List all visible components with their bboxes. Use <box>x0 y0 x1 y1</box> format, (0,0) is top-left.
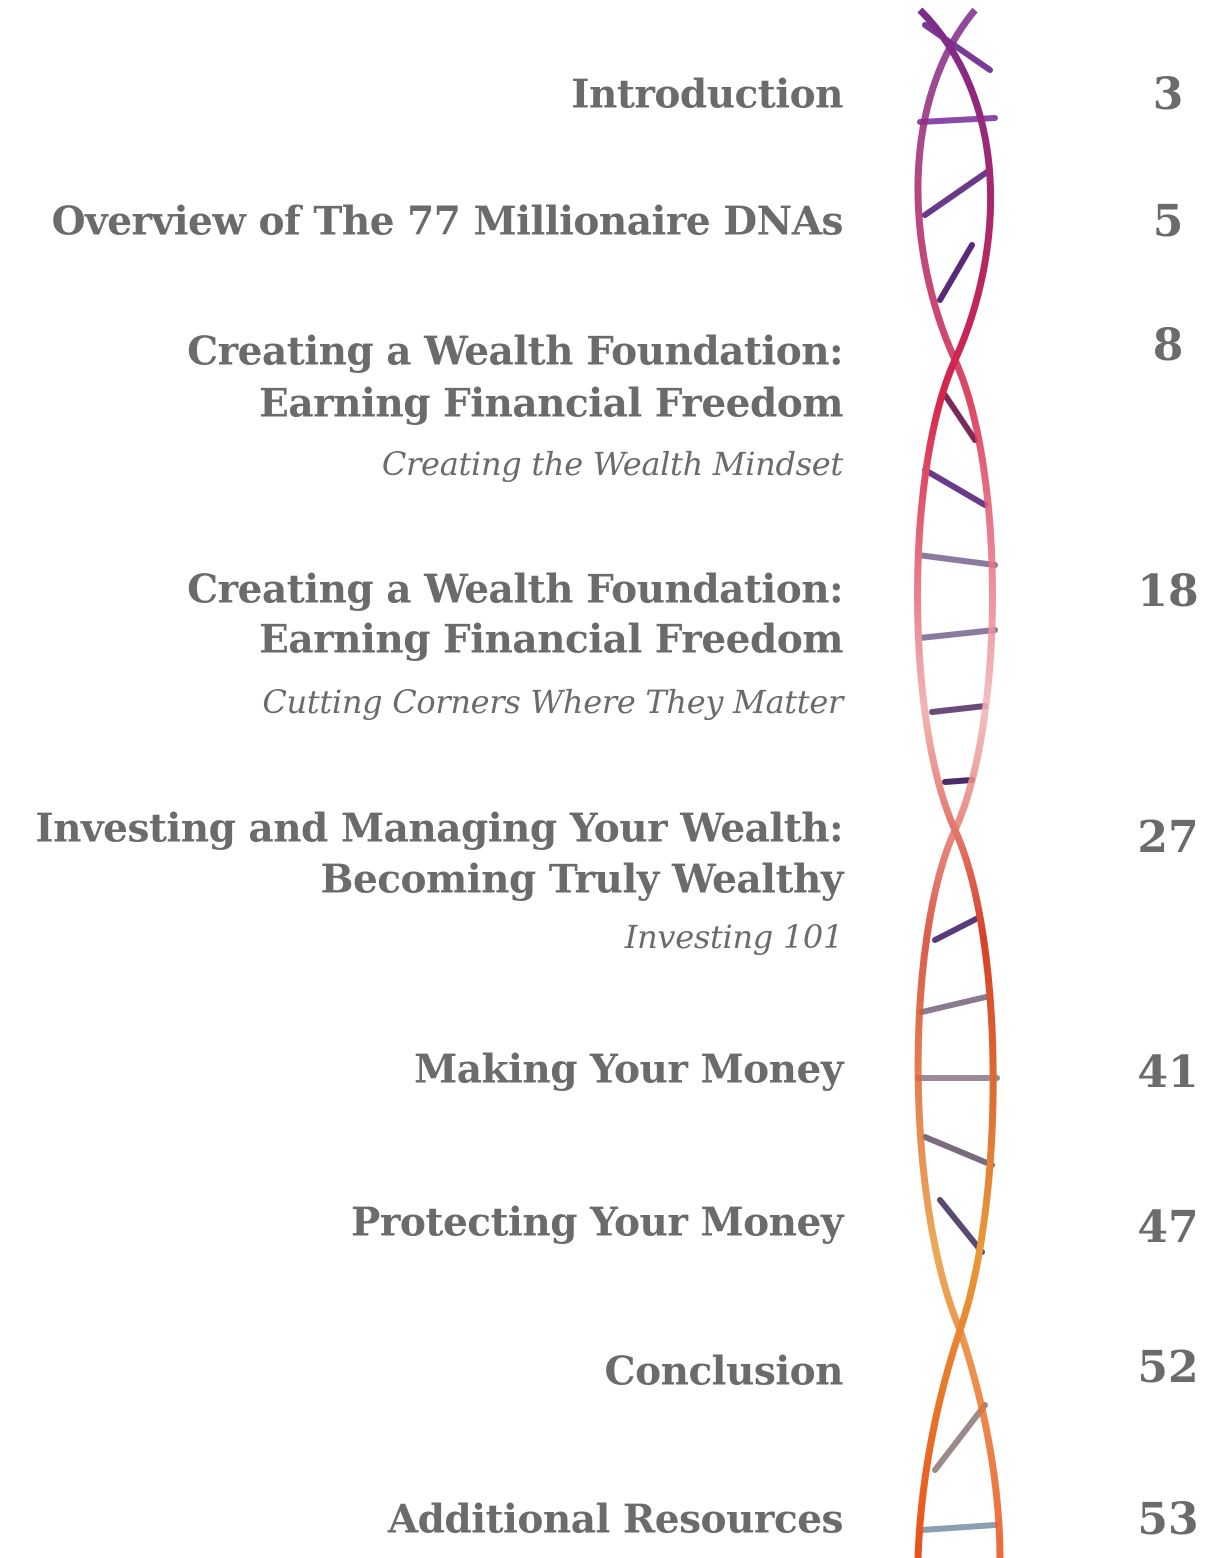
entry-title: Protecting Your Money <box>351 1204 843 1243</box>
entry-subtitle: Investing 101 <box>625 921 843 953</box>
entry-title: Becoming Truly Wealthy <box>320 861 843 900</box>
entry-title: Additional Resources <box>388 1501 843 1540</box>
page-number: 27 <box>1120 816 1205 860</box>
page-number: 8 <box>1120 324 1205 368</box>
entry-title: Overview of The 77 Millionaire DNAs <box>52 203 843 242</box>
entry-title: Earning Financial Freedom <box>259 621 843 660</box>
page-number: 47 <box>1120 1206 1205 1250</box>
page-number: 5 <box>1120 200 1205 244</box>
page-number: 52 <box>1120 1346 1205 1390</box>
toc-page: Introduction 3 Overview of The 77 Milliona… <box>0 0 1205 1558</box>
page-number: 18 <box>1120 570 1205 614</box>
entry-subtitle: Creating the Wealth Mindset <box>382 448 843 480</box>
entry-title: Investing and Managing Your Wealth: <box>35 810 843 849</box>
entry-title: Earning Financial Freedom <box>259 385 843 424</box>
page-number: 3 <box>1120 73 1205 117</box>
entry-title: Creating a Wealth Foundation: <box>187 571 843 610</box>
entry-title: Making Your Money <box>414 1051 843 1090</box>
entry-title: Conclusion <box>605 1353 843 1392</box>
page-number: 41 <box>1120 1051 1205 1095</box>
entry-title: Introduction <box>571 76 843 115</box>
entry-subtitle: Cutting Corners Where They Matter <box>262 686 843 718</box>
page-number: 53 <box>1120 1498 1205 1542</box>
entry-title: Creating a Wealth Foundation: <box>187 333 843 372</box>
